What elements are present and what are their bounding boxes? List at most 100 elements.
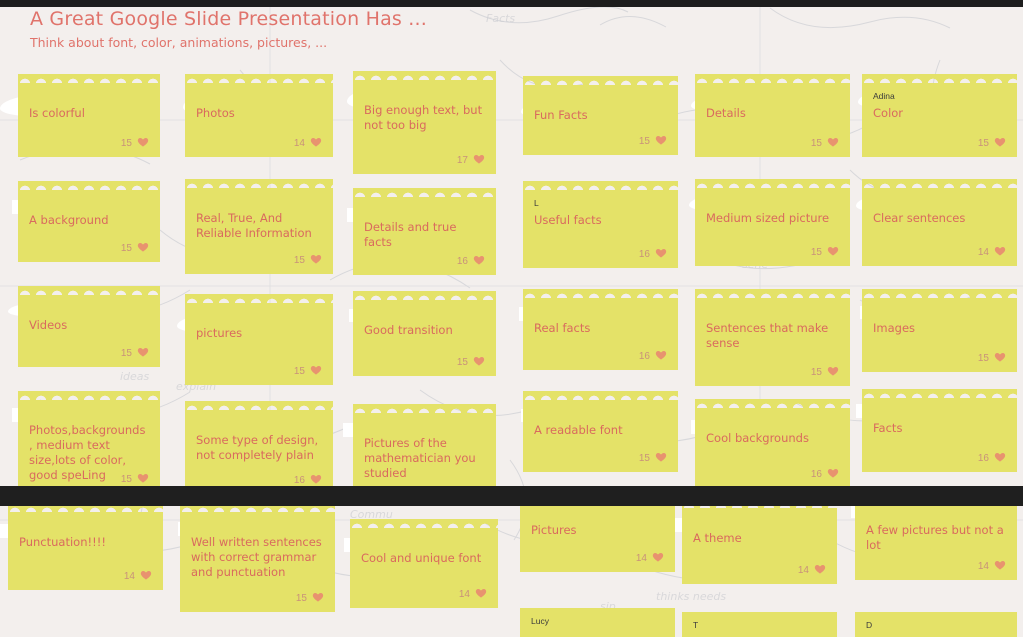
heart-icon[interactable] (994, 136, 1006, 151)
sticky-note-card[interactable]: Adina Color 15 (862, 74, 1017, 157)
card-author-name (196, 311, 322, 323)
like-counter[interactable]: 15 (121, 472, 149, 487)
sticky-note-card[interactable]: Details and true facts 16 (353, 188, 496, 275)
like-counter[interactable]: 14 (798, 563, 826, 578)
sticky-note-card[interactable]: Facts 16 (862, 389, 1017, 472)
like-counter[interactable]: 15 (978, 136, 1006, 151)
heart-icon[interactable] (310, 253, 322, 268)
like-counter[interactable]: 14 (978, 245, 1006, 260)
sticky-note-card[interactable]: Cool and unique font 14 (350, 519, 498, 608)
sticky-note-card[interactable]: A background 15 (18, 181, 160, 262)
like-counter[interactable]: 16 (639, 349, 667, 364)
sticky-note-card[interactable]: Details 15 (695, 74, 850, 157)
like-counter[interactable]: 16 (978, 451, 1006, 466)
heart-icon[interactable] (827, 245, 839, 260)
heart-icon[interactable] (310, 473, 322, 488)
sticky-note-card[interactable]: Well written sentences with correct gram… (180, 503, 335, 612)
like-counter[interactable]: 15 (457, 355, 485, 370)
like-counter[interactable]: 14 (636, 551, 664, 566)
like-counter[interactable]: 16 (457, 254, 485, 269)
heart-icon[interactable] (137, 136, 149, 151)
heart-icon[interactable] (312, 591, 324, 606)
like-counter[interactable]: 15 (121, 136, 149, 151)
like-counter[interactable]: 15 (811, 365, 839, 380)
sticky-note-card[interactable]: Videos 15 (18, 286, 160, 367)
heart-icon[interactable] (814, 563, 826, 578)
sticky-note-card[interactable]: Medium sized picture 15 (695, 179, 850, 266)
sticky-note-card[interactable]: Pictures of the mathematician you studie… (353, 404, 496, 496)
like-counter[interactable]: 15 (639, 134, 667, 149)
sticky-note-card[interactable]: Lucy (520, 608, 675, 637)
heart-icon[interactable] (827, 467, 839, 482)
heart-icon[interactable] (994, 451, 1006, 466)
heart-icon[interactable] (652, 551, 664, 566)
sticky-note-card[interactable]: A readable font 15 (523, 391, 678, 472)
sticky-note-card[interactable]: Clear sentences 14 (862, 179, 1017, 266)
like-counter[interactable]: 17 (457, 153, 485, 168)
sticky-note-card[interactable]: A theme 14 (682, 499, 837, 584)
sticky-note-card[interactable]: Fun Facts 15 (523, 76, 678, 155)
like-counter[interactable]: 15 (294, 253, 322, 268)
heart-icon[interactable] (137, 472, 149, 487)
heart-icon[interactable] (473, 153, 485, 168)
sticky-note-card[interactable]: Punctuation!!!! 14 (8, 503, 163, 590)
heart-icon[interactable] (994, 559, 1006, 574)
like-count-value: 15 (120, 138, 132, 149)
sticky-note-card[interactable]: D (855, 612, 1017, 637)
like-counter[interactable]: 15 (294, 364, 322, 379)
heart-icon[interactable] (473, 355, 485, 370)
sticky-note-card[interactable]: Good transition 15 (353, 291, 496, 376)
heart-icon[interactable] (310, 364, 322, 379)
like-counter[interactable]: 15 (978, 351, 1006, 366)
heart-icon[interactable] (655, 451, 667, 466)
like-counter[interactable]: 16 (294, 473, 322, 488)
sticky-note-card[interactable]: Pictures 14 (520, 491, 675, 572)
sticky-note-card[interactable]: A few pictures but not a lot 14 (855, 491, 1017, 580)
heart-icon[interactable] (827, 365, 839, 380)
sticky-note-card[interactable]: Sentences that make sense 15 (695, 289, 850, 386)
heart-icon[interactable] (137, 241, 149, 256)
torn-paper-edge-icon (523, 76, 678, 86)
heart-icon[interactable] (655, 247, 667, 262)
like-counter[interactable]: 14 (294, 136, 322, 151)
heart-icon[interactable] (475, 587, 487, 602)
like-counter[interactable]: 15 (121, 241, 149, 256)
sticky-note-card[interactable]: Cool backgrounds 16 (695, 399, 850, 488)
like-counter[interactable]: 15 (811, 136, 839, 151)
heart-icon[interactable] (994, 351, 1006, 366)
section-divider-band (0, 486, 1023, 506)
like-counter[interactable]: 15 (121, 346, 149, 361)
like-counter[interactable]: 16 (811, 467, 839, 482)
svg-text:ideas: ideas (120, 370, 150, 383)
heart-icon[interactable] (310, 136, 322, 151)
heart-icon[interactable] (655, 349, 667, 364)
heart-icon[interactable] (655, 134, 667, 149)
sticky-note-card[interactable]: T (682, 612, 837, 637)
sticky-note-card[interactable]: Real, True, And Reliable Information 15 (185, 179, 333, 274)
heart-icon[interactable] (827, 136, 839, 151)
sticky-note-card[interactable]: Some type of design, not completely plai… (185, 401, 333, 494)
heart-icon[interactable] (137, 346, 149, 361)
sticky-note-card[interactable]: pictures 15 (185, 294, 333, 385)
like-counter[interactable]: 14 (124, 569, 152, 584)
sticky-note-card[interactable]: L Useful facts 16 (523, 181, 678, 268)
like-counter[interactable]: 14 (459, 587, 487, 602)
torn-paper-edge-icon (353, 404, 496, 414)
heart-icon[interactable] (140, 569, 152, 584)
sticky-note-card[interactable]: Is colorful 15 (18, 74, 160, 157)
heart-icon[interactable] (994, 245, 1006, 260)
card-author-name (191, 520, 324, 532)
top-black-bar (0, 0, 1023, 7)
sticky-note-card[interactable]: Big enough text, but not too big 17 (353, 71, 496, 174)
sticky-note-card[interactable]: Photos 14 (185, 74, 333, 157)
like-counter[interactable]: 16 (639, 247, 667, 262)
like-counter[interactable]: 15 (296, 591, 324, 606)
sticky-note-card[interactable]: Photos,backgrounds, medium text size,lot… (18, 391, 160, 493)
like-counter[interactable]: 15 (639, 451, 667, 466)
sticky-note-card[interactable]: Images 15 (862, 289, 1017, 372)
like-counter[interactable]: 15 (811, 245, 839, 260)
sticky-note-card[interactable]: Real facts 16 (523, 289, 678, 370)
heart-icon[interactable] (473, 254, 485, 269)
card-text: Real facts (534, 321, 591, 335)
like-counter[interactable]: 14 (978, 559, 1006, 574)
